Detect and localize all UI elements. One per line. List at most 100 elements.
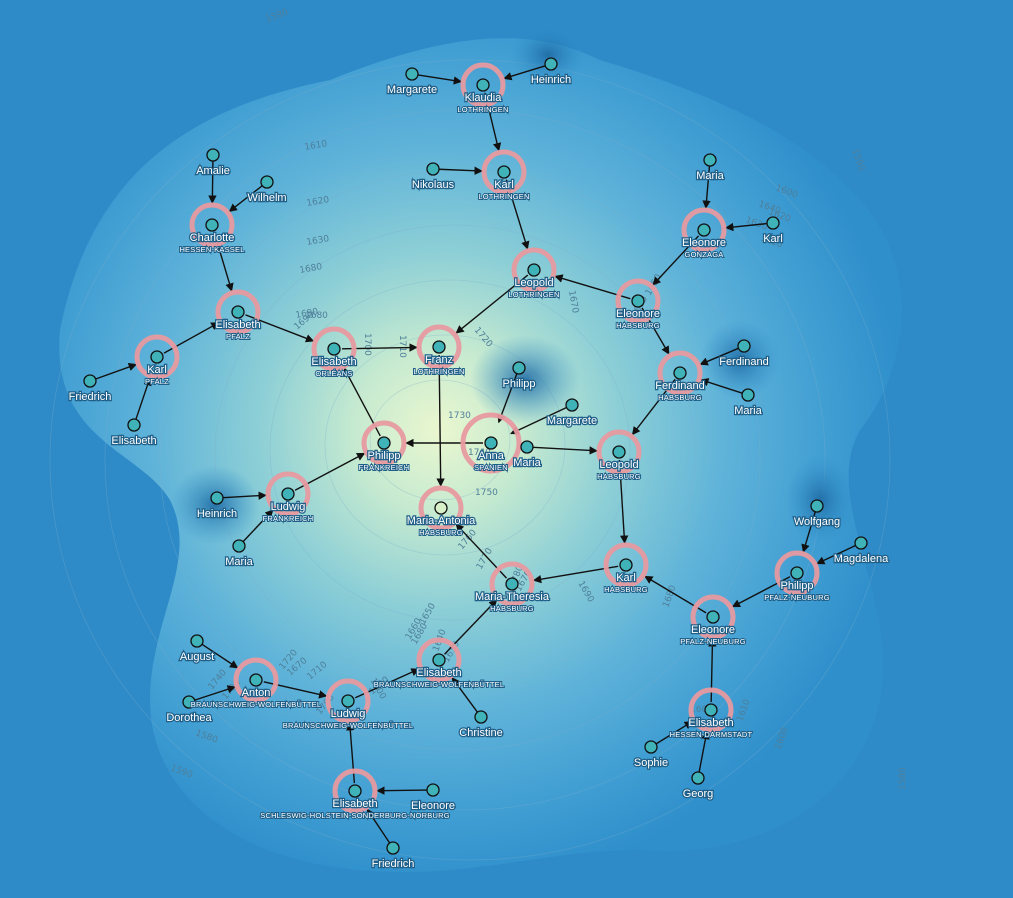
node-dot[interactable]	[426, 783, 440, 797]
person-node-karl1[interactable]: Karl	[762, 216, 784, 246]
node-dot[interactable]	[673, 366, 687, 380]
person-node-nikolaus[interactable]: Nikolaus	[411, 162, 456, 192]
node-dot[interactable]	[544, 57, 558, 71]
node-dot[interactable]	[432, 653, 446, 667]
node-dot[interactable]	[232, 539, 246, 553]
node-dot[interactable]	[704, 703, 718, 717]
node-dot[interactable]	[527, 263, 541, 277]
node-dot[interactable]	[497, 165, 511, 179]
person-node-christine[interactable]: Christine	[458, 710, 504, 740]
person-node-margarete2[interactable]: Margarete	[546, 398, 598, 428]
person-node-philipp1[interactable]: Philipp	[501, 361, 537, 391]
node-dot[interactable]	[434, 501, 448, 515]
node-dot[interactable]	[205, 218, 219, 232]
person-node-georg[interactable]: Georg	[681, 771, 715, 801]
node-dot[interactable]	[249, 673, 263, 687]
person-node-friedrich1[interactable]: Friedrich	[67, 374, 113, 404]
node-dot[interactable]	[484, 436, 498, 450]
node-dot[interactable]	[341, 694, 355, 708]
person-node-sophie[interactable]: Sophie	[633, 740, 669, 770]
person-node-elisabeth_sh[interactable]: ElisabethSCHLESWIG-HOLSTEIN-SONDERBURG-N…	[259, 768, 451, 821]
node-dot[interactable]	[565, 398, 579, 412]
node-dot[interactable]	[612, 445, 626, 459]
node-dot[interactable]	[737, 339, 751, 353]
node-dot[interactable]	[691, 771, 705, 785]
node-dot[interactable]	[405, 67, 419, 81]
person-node-august[interactable]: August	[179, 634, 215, 664]
node-dot[interactable]	[476, 78, 490, 92]
person-node-wilhelm[interactable]: Wilhelm	[246, 175, 288, 205]
node-dot[interactable]	[327, 342, 341, 356]
node-dot[interactable]	[520, 440, 534, 454]
node-dot[interactable]	[644, 740, 658, 754]
person-node-margarete1[interactable]: Margarete	[386, 67, 438, 97]
node-dot[interactable]	[190, 634, 204, 648]
node-dot[interactable]	[348, 784, 362, 798]
node-dot[interactable]	[182, 695, 196, 709]
person-node-amalie[interactable]: Amalie	[195, 148, 231, 178]
person-node-maria1[interactable]: Maria	[224, 539, 255, 569]
person-node-maria3[interactable]: Maria	[733, 388, 764, 418]
node-dot[interactable]	[377, 436, 391, 450]
node-dot[interactable]	[231, 305, 245, 319]
node-dot[interactable]	[790, 566, 804, 580]
node-dot[interactable]	[810, 499, 824, 513]
person-node-heinrich2[interactable]: Heinrich	[196, 491, 238, 521]
node-dot[interactable]	[706, 610, 720, 624]
node-dot[interactable]	[697, 223, 711, 237]
node-dot[interactable]	[386, 841, 400, 855]
node-dot[interactable]	[474, 710, 488, 724]
node-dot[interactable]	[766, 216, 780, 230]
node-dot[interactable]	[432, 340, 446, 354]
node-dot[interactable]	[281, 487, 295, 501]
node-dot[interactable]	[210, 491, 224, 505]
person-node-friedrich2[interactable]: Friedrich	[370, 841, 416, 871]
node-dot[interactable]	[512, 361, 526, 375]
person-node-magdalena[interactable]: Magdalena	[833, 536, 890, 566]
node-dot[interactable]	[854, 536, 868, 550]
person-node-maria2[interactable]: Maria	[695, 153, 726, 183]
person-node-ferdinand1[interactable]: Ferdinand	[718, 339, 770, 369]
person-node-elisabeth1[interactable]: Elisabeth	[110, 418, 158, 448]
node-dot[interactable]	[206, 148, 220, 162]
node-dot[interactable]	[631, 294, 645, 308]
person-node-wolfgang[interactable]: Wolfgang	[793, 499, 841, 529]
node-dot[interactable]	[619, 558, 633, 572]
node-dot[interactable]	[426, 162, 440, 176]
person-node-heinrich1[interactable]: Heinrich	[530, 57, 572, 87]
person-node-maria_sp[interactable]: Maria	[512, 440, 543, 470]
node-dot[interactable]	[127, 418, 141, 432]
node-dot[interactable]	[703, 153, 717, 167]
person-node-eleonore1[interactable]: Eleonore	[410, 783, 456, 813]
person-node-dorothea[interactable]: Dorothea	[165, 695, 214, 725]
node-dot[interactable]	[741, 388, 755, 402]
node-dot[interactable]	[505, 577, 519, 591]
node-dot[interactable]	[260, 175, 274, 189]
node-dot[interactable]	[150, 350, 164, 364]
node-dot[interactable]	[83, 374, 97, 388]
